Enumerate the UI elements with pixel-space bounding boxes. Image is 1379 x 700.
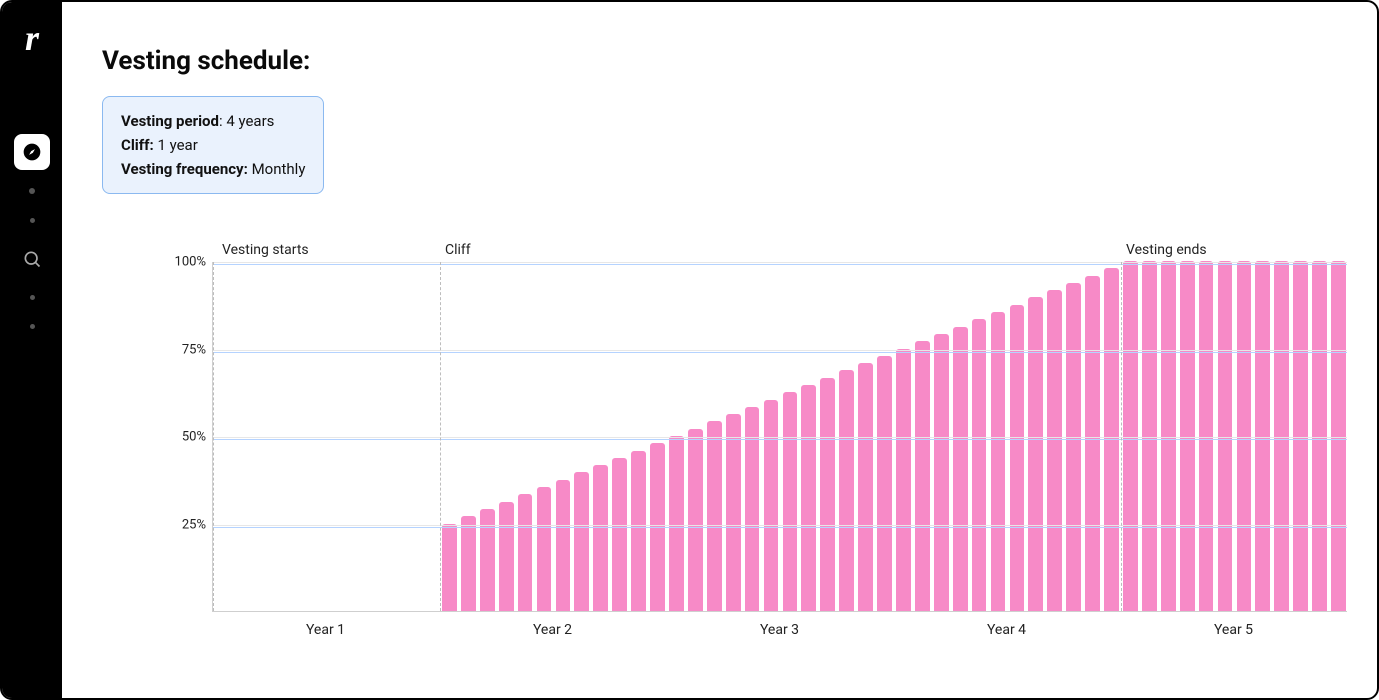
chart-bar [442, 524, 457, 612]
chart-bar [574, 472, 589, 611]
chart-bar [1312, 261, 1327, 611]
compass-icon [22, 142, 42, 162]
chart-bar [1255, 261, 1270, 611]
chart-bar [499, 502, 514, 611]
chart-bar [953, 327, 968, 611]
chart-bar [707, 421, 722, 611]
chart-bar [1142, 261, 1157, 611]
info-period-value: 4 years [226, 112, 274, 130]
chart-plot-area [212, 262, 1347, 612]
chart-bar [631, 451, 646, 611]
chart-bar [764, 400, 779, 611]
nav-dot-1[interactable] [29, 188, 35, 194]
chart-marker-label: Vesting ends [1126, 242, 1207, 258]
ytick-label: 100% [162, 255, 206, 270]
app-frame: r Vesting schedule: Vesting period: 4 ye… [0, 0, 1379, 700]
chart-bar [972, 319, 987, 611]
info-cliff: Cliff: 1 year [121, 133, 305, 157]
chart-bar [688, 429, 703, 611]
ytick-label: 75% [162, 342, 206, 357]
info-period-label: Vesting period [121, 112, 219, 130]
chart-marker-label: Cliff [445, 242, 471, 258]
info-freq-value: Monthly [252, 160, 306, 178]
xtick-label: Year 1 [306, 622, 345, 638]
info-freq-label: Vesting frequency: [121, 160, 248, 178]
info-period: Vesting period: 4 years [121, 109, 305, 133]
chart-bar [537, 487, 552, 611]
chart-bar [1331, 261, 1346, 611]
chart-bar [1180, 261, 1195, 611]
chart-bar [1274, 261, 1289, 611]
sidebar: r [2, 2, 62, 698]
chart-bar [1293, 261, 1308, 611]
chart-bar [820, 378, 835, 611]
xtick-label: Year 3 [760, 622, 799, 638]
chart-bar [877, 356, 892, 611]
chart-bar [858, 363, 873, 611]
chart-bar [915, 341, 930, 611]
info-cliff-value: 1 year [157, 136, 197, 154]
chart-bar [1028, 297, 1043, 611]
xtick-label: Year 4 [987, 622, 1026, 638]
chart-bar [726, 414, 741, 611]
chart-bar [518, 494, 533, 611]
nav-dot-4[interactable] [30, 324, 35, 329]
logo: r [25, 20, 39, 56]
search-icon [22, 249, 42, 269]
nav-search[interactable] [14, 241, 50, 277]
vesting-info-box: Vesting period: 4 years Cliff: 1 year Ve… [102, 96, 324, 194]
xtick-label: Year 5 [1214, 622, 1253, 638]
vesting-chart: 25% 50% 75% 100% Vesting starts Cliff Vesting … [162, 232, 1347, 642]
chart-bar [1199, 261, 1214, 611]
chart-bar [1237, 261, 1252, 611]
chart-bar [556, 480, 571, 611]
chart-marker-label: Vesting starts [222, 242, 309, 258]
chart-bar [896, 349, 911, 612]
chart-bar [1047, 290, 1062, 611]
chart-bar [612, 458, 627, 611]
nav-compass[interactable] [14, 134, 50, 170]
chart-bar [783, 392, 798, 611]
chart-bar [1218, 261, 1233, 611]
chart-bar [934, 334, 949, 611]
chart-bar [991, 312, 1006, 611]
ytick-label: 50% [162, 430, 206, 445]
nav-dot-2[interactable] [30, 218, 35, 223]
chart-bar [839, 370, 854, 611]
ytick-label: 25% [162, 517, 206, 532]
chart-bar [461, 516, 476, 611]
chart-bar [669, 436, 684, 611]
chart-bar [593, 465, 608, 611]
nav-dot-3[interactable] [30, 295, 35, 300]
chart-bar [1161, 261, 1176, 611]
chart-bar [1085, 276, 1100, 611]
chart-bar [1123, 261, 1138, 611]
chart-bar [1066, 283, 1081, 611]
info-freq: Vesting frequency: Monthly [121, 157, 305, 181]
xtick-label: Year 2 [533, 622, 572, 638]
chart-bar [801, 385, 816, 611]
info-cliff-label: Cliff: [121, 136, 154, 154]
content: Vesting schedule: Vesting period: 4 year… [62, 2, 1377, 698]
page-title: Vesting schedule: [102, 46, 1337, 76]
